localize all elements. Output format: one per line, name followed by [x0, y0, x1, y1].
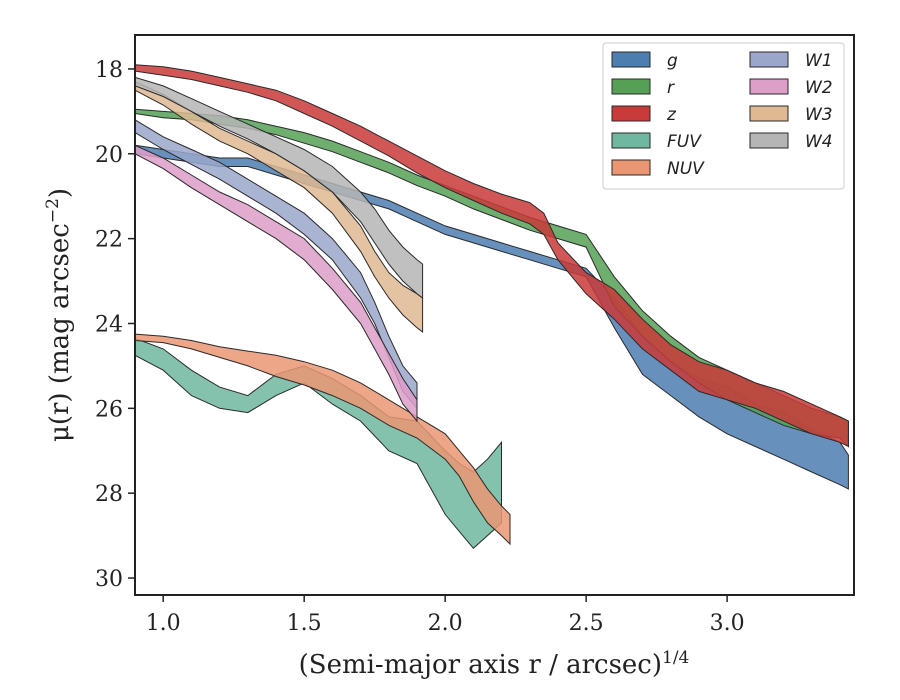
legend: grz FUV NUV W1 W2 W3 W4: [602, 42, 845, 190]
legend-swatch-r: [611, 78, 651, 95]
legend-swatch-w4: [749, 132, 789, 149]
legend-label-fuv: FUV: [667, 132, 702, 152]
y-tick-label: 20: [95, 143, 123, 168]
legend-swatch-z: [611, 105, 651, 122]
x-tick-label: 2.0: [428, 611, 463, 636]
legend-swatch-w3: [749, 105, 789, 122]
legend-swatch-g: [611, 51, 651, 68]
legend-swatch-w2: [749, 78, 789, 95]
y-axis-title: μ(r) (mag arcsec−2): [43, 188, 75, 442]
x-tick-label: 2.5: [569, 611, 604, 636]
legend-swatch-nuv: [611, 159, 651, 176]
band-w2: [135, 144, 418, 423]
y-tick-label: 26: [95, 397, 123, 422]
y-tick-label: 30: [95, 567, 123, 592]
band-z: [135, 64, 849, 448]
plot-frame: [134, 34, 855, 596]
y-tick-label: 18: [95, 58, 123, 83]
x-tick-label: 1.0: [146, 611, 181, 636]
band-w3: [135, 81, 424, 334]
y-tick-label: 24: [95, 312, 123, 337]
legend-label-w1: W1: [805, 51, 833, 71]
bands-layer: [135, 64, 849, 550]
legend-label-w4: W4: [805, 132, 833, 152]
legend-label-w2: W2: [805, 78, 833, 98]
legend-label-z: z: [666, 105, 677, 125]
legend-label-nuv: NUV: [667, 159, 705, 179]
band-nuv: [135, 333, 511, 546]
legend-label-w3: W3: [805, 105, 833, 125]
legend-label-r: r: [667, 78, 675, 98]
legend-swatch-fuv: [611, 132, 651, 149]
legend-swatch-w1: [749, 51, 789, 68]
y-tick-label: 22: [95, 228, 123, 253]
x-tick-label: 1.5: [287, 611, 322, 636]
band-w4: [135, 76, 424, 300]
x-axis-title: (Semi-major axis r / arcsec)1/4: [299, 648, 690, 680]
y-tick-label: 28: [95, 482, 123, 507]
x-tick-label: 3.0: [710, 611, 745, 636]
legend-label-g: g: [667, 51, 678, 71]
y-axis: 18 20 22 24 26 28 30: [95, 58, 135, 592]
x-axis: 1.0 1.5 2.0 2.5 3.0: [146, 595, 745, 636]
